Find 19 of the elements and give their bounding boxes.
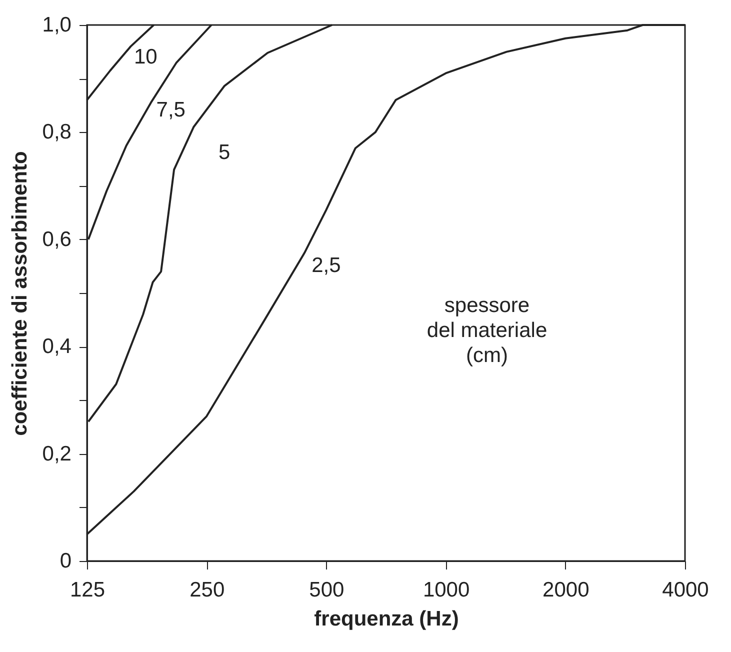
x-axis-title: frequenza (Hz) — [314, 608, 459, 630]
series-label: 5 — [218, 141, 230, 164]
y-tick-label: 0,8 — [42, 120, 72, 144]
annotation: spessore del materiale (cm) — [426, 294, 548, 367]
series-label: 2,5 — [312, 254, 341, 277]
y-tick-label: 0,6 — [42, 228, 72, 251]
x-tick-label: 1000 — [422, 578, 470, 602]
x-tick-label: 4000 — [662, 578, 709, 602]
x-tick-label: 500 — [309, 578, 344, 602]
y-tick-label: 1,0 — [42, 14, 72, 36]
series-label: 7,5 — [156, 98, 186, 122]
x-tick-label: 125 — [70, 578, 106, 602]
x-tick-label: 2000 — [542, 578, 590, 602]
y-tick-label: 0,4 — [42, 335, 72, 358]
x-tick-label: 250 — [190, 578, 225, 602]
y-tick-label: 0,2 — [42, 442, 72, 466]
y-axis-title: coefficiente di assorbimento — [8, 151, 32, 436]
y-tick-label: 0 — [60, 550, 72, 572]
series-label: 10 — [134, 45, 158, 68]
